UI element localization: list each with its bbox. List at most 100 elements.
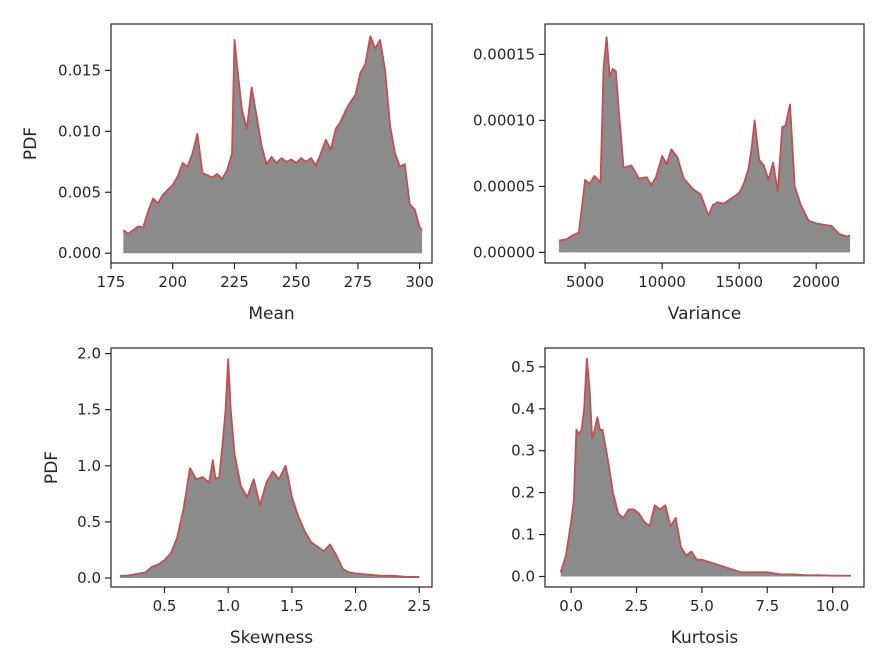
- data-point: [125, 575, 127, 577]
- y-tick-label: 0.0: [77, 569, 101, 587]
- x-axis-label: Kurtosis: [671, 628, 739, 648]
- data-point: [350, 101, 352, 103]
- data-point: [164, 559, 166, 561]
- data-point: [310, 541, 312, 543]
- pdf-line: [119, 358, 420, 578]
- data-point: [696, 559, 698, 561]
- data-point: [607, 458, 609, 460]
- pdf-line: [559, 357, 851, 577]
- x-tick-label: 1.0: [216, 597, 240, 615]
- data-point: [266, 163, 268, 165]
- data-point: [850, 575, 852, 577]
- data-point: [280, 157, 282, 159]
- y-tick-label: 0.4: [511, 400, 535, 418]
- data-point: [189, 467, 191, 469]
- data-point: [623, 167, 625, 169]
- data-point: [421, 229, 423, 231]
- x-tick-label: 2.5: [625, 597, 649, 615]
- data-point: [240, 485, 242, 487]
- axes-frame: [544, 23, 865, 264]
- data-point: [355, 94, 357, 96]
- data-point: [202, 476, 204, 478]
- data-point: [558, 240, 560, 242]
- data-point: [192, 152, 194, 154]
- data-point: [599, 429, 601, 431]
- data-point: [747, 168, 749, 170]
- data-point: [763, 164, 765, 166]
- data-point: [122, 229, 124, 231]
- data-point: [578, 232, 580, 234]
- x-tick-label: 10.0: [816, 597, 849, 615]
- data-point: [578, 433, 580, 435]
- data-point: [584, 179, 586, 181]
- data-point: [218, 476, 220, 478]
- data-point: [230, 409, 232, 411]
- data-point: [643, 521, 645, 523]
- data-point: [389, 124, 391, 126]
- data-point: [675, 517, 677, 519]
- data-point: [287, 476, 289, 478]
- data-point: [187, 166, 189, 168]
- y-tick-label: 0.00005: [473, 177, 535, 195]
- data-point: [265, 482, 267, 484]
- data-point: [152, 197, 154, 199]
- pdf-area-fill: [558, 37, 851, 253]
- y-tick-label: 1.5: [77, 401, 101, 419]
- pdf-area-fill: [123, 36, 423, 254]
- data-point: [777, 191, 779, 193]
- data-point: [297, 515, 299, 517]
- x-tick-label: 1.5: [280, 597, 304, 615]
- data-point: [330, 149, 332, 151]
- data-point: [348, 571, 350, 573]
- data-point: [753, 571, 755, 573]
- x-tick-label: 5.0: [690, 597, 714, 615]
- data-point: [649, 525, 651, 527]
- data-point: [573, 500, 575, 502]
- skewness-pdf-panel: 0.5 1.0 1.5 2.0 2.5 0.0 0.5 1.0 1.5 2.0 Skewness PD…: [42, 345, 433, 648]
- data-point: [295, 162, 297, 164]
- data-point: [831, 225, 833, 227]
- data-point: [781, 126, 783, 128]
- data-point: [832, 575, 834, 577]
- data-point: [723, 203, 725, 205]
- data-point: [342, 568, 344, 570]
- data-point: [581, 429, 583, 431]
- data-point: [323, 550, 325, 552]
- data-point: [315, 164, 317, 166]
- data-point: [806, 574, 808, 576]
- data-point: [800, 204, 802, 206]
- data-point: [195, 478, 197, 480]
- data-point: [572, 234, 574, 236]
- kurtosis-pdf-panel: 0.0 2.5 5.0 7.5 10.0 0.0 0.1 0.2 0.3 0.4 0.5 Kurtos…: [511, 347, 865, 648]
- data-point: [772, 162, 774, 164]
- data-point: [119, 575, 121, 577]
- data-point: [275, 162, 277, 164]
- data-point: [394, 152, 396, 154]
- data-point: [177, 175, 179, 177]
- data-point: [225, 409, 227, 411]
- y-axis-label: PDF: [42, 451, 62, 484]
- data-point: [617, 513, 619, 515]
- data-point: [320, 152, 322, 154]
- pdf-line: [558, 36, 851, 242]
- data-point: [234, 39, 236, 41]
- data-point: [743, 183, 745, 185]
- data-point: [414, 208, 416, 210]
- data-point: [335, 128, 337, 130]
- data-point: [380, 575, 382, 577]
- data-point: [340, 121, 342, 123]
- data-point: [290, 158, 292, 160]
- pdf-area-fill: [119, 359, 420, 578]
- data-point: [304, 530, 306, 532]
- data-point: [399, 166, 401, 168]
- data-point: [216, 173, 218, 175]
- y-tick-label: 0.00010: [473, 111, 535, 129]
- data-point: [300, 157, 302, 159]
- y-tick-label: 0.5: [77, 513, 101, 531]
- data-point: [738, 192, 740, 194]
- data-point: [182, 162, 184, 164]
- data-point: [201, 172, 203, 174]
- data-point: [418, 576, 420, 578]
- data-point: [589, 387, 591, 389]
- data-point: [740, 571, 742, 573]
